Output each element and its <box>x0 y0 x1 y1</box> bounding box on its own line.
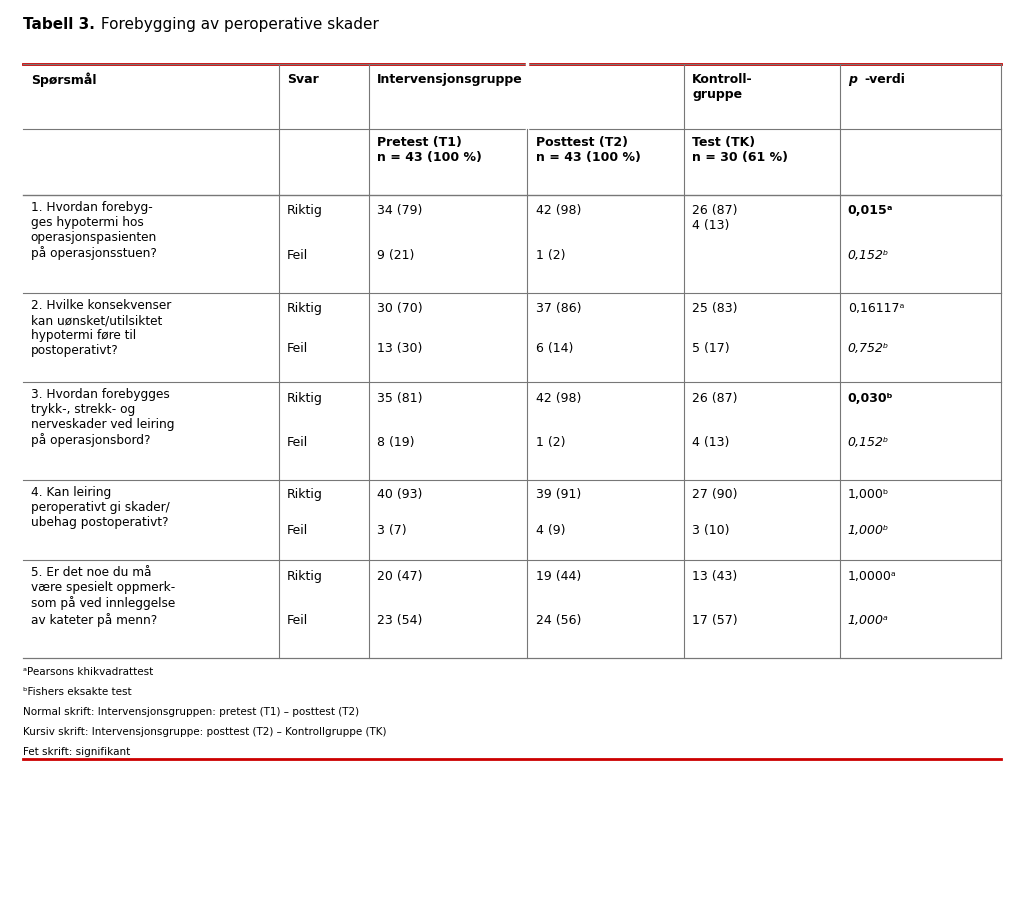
Text: 19 (44): 19 (44) <box>536 570 581 583</box>
Text: 1,000ᵃ: 1,000ᵃ <box>848 614 889 627</box>
Text: Riktig: Riktig <box>287 205 323 217</box>
Text: Test (TK)
n = 30 (61 %): Test (TK) n = 30 (61 %) <box>692 136 788 165</box>
Text: 1,0000ᵃ: 1,0000ᵃ <box>848 570 897 583</box>
Text: 42 (98): 42 (98) <box>536 205 581 217</box>
Text: 35 (81): 35 (81) <box>377 392 422 405</box>
Text: 1 (2): 1 (2) <box>536 435 565 449</box>
Text: p: p <box>848 73 857 85</box>
Text: 5. Er det noe du må
være spesielt oppmerk-
som på ved innleggelse
av kateter på : 5. Er det noe du må være spesielt oppmer… <box>31 566 175 626</box>
Text: 30 (70): 30 (70) <box>377 302 423 315</box>
Text: 27 (90): 27 (90) <box>692 488 737 501</box>
Text: Posttest (T2)
n = 43 (100 %): Posttest (T2) n = 43 (100 %) <box>536 136 640 165</box>
Text: Normal skrift: Intervensjonsgruppen: pretest (T1) – posttest (T2): Normal skrift: Intervensjonsgruppen: pre… <box>23 707 358 717</box>
Text: Forebygging av peroperative skader: Forebygging av peroperative skader <box>96 16 379 32</box>
Text: Feil: Feil <box>287 524 308 537</box>
Text: 26 (87)
4 (13): 26 (87) 4 (13) <box>692 205 737 233</box>
Text: 6 (14): 6 (14) <box>536 342 572 355</box>
Text: 1 (2): 1 (2) <box>536 248 565 262</box>
Text: 1,000ᵇ: 1,000ᵇ <box>848 488 889 501</box>
Text: 4 (9): 4 (9) <box>536 524 565 537</box>
Text: 37 (86): 37 (86) <box>536 302 581 315</box>
Text: 24 (56): 24 (56) <box>536 614 581 627</box>
Text: 20 (47): 20 (47) <box>377 570 422 583</box>
Text: 34 (79): 34 (79) <box>377 205 422 217</box>
Text: 0,015ᵃ: 0,015ᵃ <box>848 205 893 217</box>
Text: Kursiv skrift: Intervensjonsgruppe: posttest (T2) – Kontrollgruppe (TK): Kursiv skrift: Intervensjonsgruppe: post… <box>23 727 386 737</box>
Text: 42 (98): 42 (98) <box>536 392 581 405</box>
Text: 40 (93): 40 (93) <box>377 488 422 501</box>
Text: 25 (83): 25 (83) <box>692 302 737 315</box>
Text: 0,752ᵇ: 0,752ᵇ <box>848 342 889 355</box>
Text: 4. Kan leiring
peroperativt gi skader/
ubehag postoperativt?: 4. Kan leiring peroperativt gi skader/ u… <box>31 486 169 529</box>
Text: 17 (57): 17 (57) <box>692 614 738 627</box>
Text: Riktig: Riktig <box>287 302 323 315</box>
Text: 3. Hvordan forebygges
trykk-, strekk- og
nerveskader ved leiring
på operasjonsbo: 3. Hvordan forebygges trykk-, strekk- og… <box>31 388 174 447</box>
Text: 0,16117ᵃ: 0,16117ᵃ <box>848 302 904 315</box>
Text: 0,152ᵇ: 0,152ᵇ <box>848 435 889 449</box>
Text: 3 (10): 3 (10) <box>692 524 730 537</box>
Text: Riktig: Riktig <box>287 488 323 501</box>
Text: 39 (91): 39 (91) <box>536 488 581 501</box>
Text: Kontroll-
gruppe: Kontroll- gruppe <box>692 73 753 101</box>
Text: 4 (13): 4 (13) <box>692 435 729 449</box>
Text: Feil: Feil <box>287 342 308 355</box>
Text: -verdi: -verdi <box>864 73 905 85</box>
Text: Spørsmål: Spørsmål <box>31 73 96 87</box>
Text: Tabell 3.: Tabell 3. <box>23 16 94 32</box>
Text: Riktig: Riktig <box>287 570 323 583</box>
Text: 5 (17): 5 (17) <box>692 342 730 355</box>
Text: 3 (7): 3 (7) <box>377 524 407 537</box>
Text: 26 (87): 26 (87) <box>692 392 737 405</box>
Text: ᵃPearsons khikvadrattest: ᵃPearsons khikvadrattest <box>23 667 153 677</box>
Text: 13 (43): 13 (43) <box>692 570 737 583</box>
Text: Intervensjonsgruppe: Intervensjonsgruppe <box>377 73 522 85</box>
Text: ᵇFishers eksakte test: ᵇFishers eksakte test <box>23 687 131 697</box>
Text: 8 (19): 8 (19) <box>377 435 415 449</box>
Text: 9 (21): 9 (21) <box>377 248 414 262</box>
Text: 1. Hvordan forebyg-
ges hypotermi hos
operasjonspasienten
på operasjonsstuen?: 1. Hvordan forebyg- ges hypotermi hos op… <box>31 201 157 260</box>
Text: 13 (30): 13 (30) <box>377 342 422 355</box>
Text: 0,030ᵇ: 0,030ᵇ <box>848 392 894 405</box>
Text: Svar: Svar <box>287 73 318 85</box>
Text: 23 (54): 23 (54) <box>377 614 422 627</box>
Text: Feil: Feil <box>287 614 308 627</box>
Text: 0,152ᵇ: 0,152ᵇ <box>848 248 889 262</box>
Text: 1,000ᵇ: 1,000ᵇ <box>848 524 889 537</box>
Text: 2. Hvilke konsekvenser
kan uønsket/utilsiktet
hypotermi føre til
postoperativt?: 2. Hvilke konsekvenser kan uønsket/utils… <box>31 299 171 357</box>
Text: Pretest (T1)
n = 43 (100 %): Pretest (T1) n = 43 (100 %) <box>377 136 481 165</box>
Text: Fet skrift: signifikant: Fet skrift: signifikant <box>23 747 130 757</box>
Text: Riktig: Riktig <box>287 392 323 405</box>
Text: Feil: Feil <box>287 248 308 262</box>
Text: Feil: Feil <box>287 435 308 449</box>
